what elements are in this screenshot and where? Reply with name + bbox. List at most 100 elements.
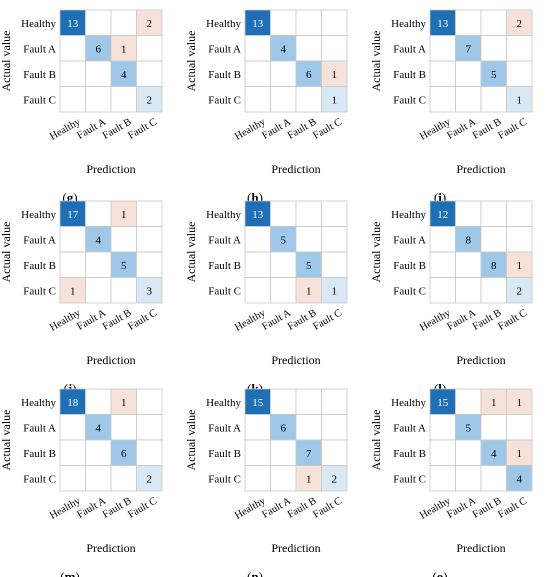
cell-value: 1	[517, 94, 523, 106]
row-tick-label: Healthy	[21, 18, 56, 30]
matrix-cell	[59, 251, 86, 278]
x-axis-title: Prediction	[271, 162, 320, 176]
matrix-cell	[321, 200, 348, 227]
matrix-cell	[270, 277, 297, 304]
x-axis-title: Prediction	[456, 541, 505, 555]
panel-letter: n	[251, 569, 259, 577]
matrix-cell	[429, 35, 456, 62]
panel-letter: k	[251, 381, 259, 396]
column-tick-label: Healthy	[233, 116, 268, 143]
matrix-cell	[295, 414, 322, 441]
cell-value: 1	[332, 285, 338, 297]
cell-value: 13	[252, 18, 264, 30]
cell-value: 5	[466, 422, 472, 434]
panel-letter: l	[438, 381, 442, 396]
column-tick-label: Fault C	[126, 496, 159, 521]
row-tick-label: Fault A	[23, 234, 56, 246]
matrix-cell	[455, 277, 482, 304]
matrix-cell	[295, 9, 322, 36]
cell-value: 2	[147, 94, 153, 106]
matrix-cell	[270, 86, 297, 113]
x-axis-title: Prediction	[86, 353, 135, 367]
row-tick-label: Fault A	[393, 43, 426, 55]
matrix-cell	[429, 60, 456, 87]
matrix-cell	[244, 251, 271, 278]
row-tick-label: Fault B	[393, 260, 426, 272]
x-axis-title: Prediction	[271, 541, 320, 555]
matrix-cell	[295, 200, 322, 227]
cell-value: 1	[517, 397, 523, 409]
cell-value: 8	[491, 260, 497, 272]
row-tick-label: Healthy	[206, 397, 241, 409]
row-tick-label: Fault A	[393, 422, 426, 434]
matrix-cell	[480, 86, 507, 113]
x-axis-title: Prediction	[271, 353, 320, 367]
panel-label: (j)	[63, 381, 76, 396]
cell-value: 2	[332, 473, 338, 485]
row-tick-label: Fault B	[393, 69, 426, 81]
panel-letter: j	[67, 381, 72, 396]
row-tick-label: Fault A	[23, 422, 56, 434]
matrix-cell	[85, 465, 112, 492]
row-tick-label: Fault B	[23, 448, 56, 460]
matrix-cell	[480, 9, 507, 36]
row-tick-label: Fault B	[208, 69, 241, 81]
matrix-cell	[59, 226, 86, 253]
matrix-cell	[244, 439, 271, 466]
x-axis-title: Prediction	[456, 353, 505, 367]
column-tick-label: Fault C	[311, 308, 344, 333]
matrix-cell	[455, 388, 482, 415]
matrix-cell	[506, 86, 533, 113]
column-tick-label: Fault B	[101, 496, 134, 521]
column-tick-label: Healthy	[48, 307, 83, 334]
cell-value: 2	[147, 473, 153, 485]
cell-value: 4	[96, 422, 102, 434]
matrix-cell	[455, 9, 482, 36]
panel-label: (i)	[434, 190, 446, 205]
row-tick-label: Fault B	[208, 260, 241, 272]
matrix-cell	[506, 200, 533, 227]
row-tick-label: Fault C	[393, 285, 426, 297]
column-tick-label: Healthy	[418, 307, 453, 334]
row-tick-label: Fault B	[208, 448, 241, 460]
matrix-cell	[85, 251, 112, 278]
x-axis-title: Prediction	[86, 162, 135, 176]
cell-value: 7	[466, 43, 472, 55]
matrix-cell	[244, 200, 271, 227]
matrix-cell	[506, 414, 533, 441]
matrix-cell	[506, 465, 533, 492]
matrix-cell	[480, 465, 507, 492]
cell-value: 4	[281, 43, 287, 55]
x-axis-title: Prediction	[456, 162, 505, 176]
panel-label: (m)	[60, 569, 80, 577]
matrix-cell	[321, 60, 348, 87]
matrix-cell	[136, 9, 163, 36]
matrix-cell	[136, 277, 163, 304]
panel-label: (g)	[62, 190, 77, 205]
matrix-cell	[480, 439, 507, 466]
matrix-cell	[136, 226, 163, 253]
matrix-cell	[455, 226, 482, 253]
column-tick-label: Fault C	[311, 117, 344, 142]
matrix-cell	[429, 226, 456, 253]
row-tick-label: Healthy	[391, 397, 426, 409]
column-tick-label: Healthy	[233, 495, 268, 522]
row-tick-label: Fault C	[23, 94, 56, 106]
matrix-cell	[110, 251, 137, 278]
column-tick-label: Fault B	[286, 496, 319, 521]
matrix-cell	[244, 277, 271, 304]
matrix-cell	[480, 414, 507, 441]
cell-value: 4	[491, 448, 497, 460]
column-tick-label: Healthy	[233, 307, 268, 334]
matrix-cell	[455, 439, 482, 466]
matrix-cell	[59, 465, 86, 492]
matrix-cell	[270, 251, 297, 278]
matrix-cell	[321, 35, 348, 62]
matrix-cell	[270, 60, 297, 87]
matrix-cell	[295, 226, 322, 253]
matrix-cell	[110, 277, 137, 304]
matrix-cell	[244, 60, 271, 87]
column-tick-label: Healthy	[418, 495, 453, 522]
matrix-cell	[321, 439, 348, 466]
